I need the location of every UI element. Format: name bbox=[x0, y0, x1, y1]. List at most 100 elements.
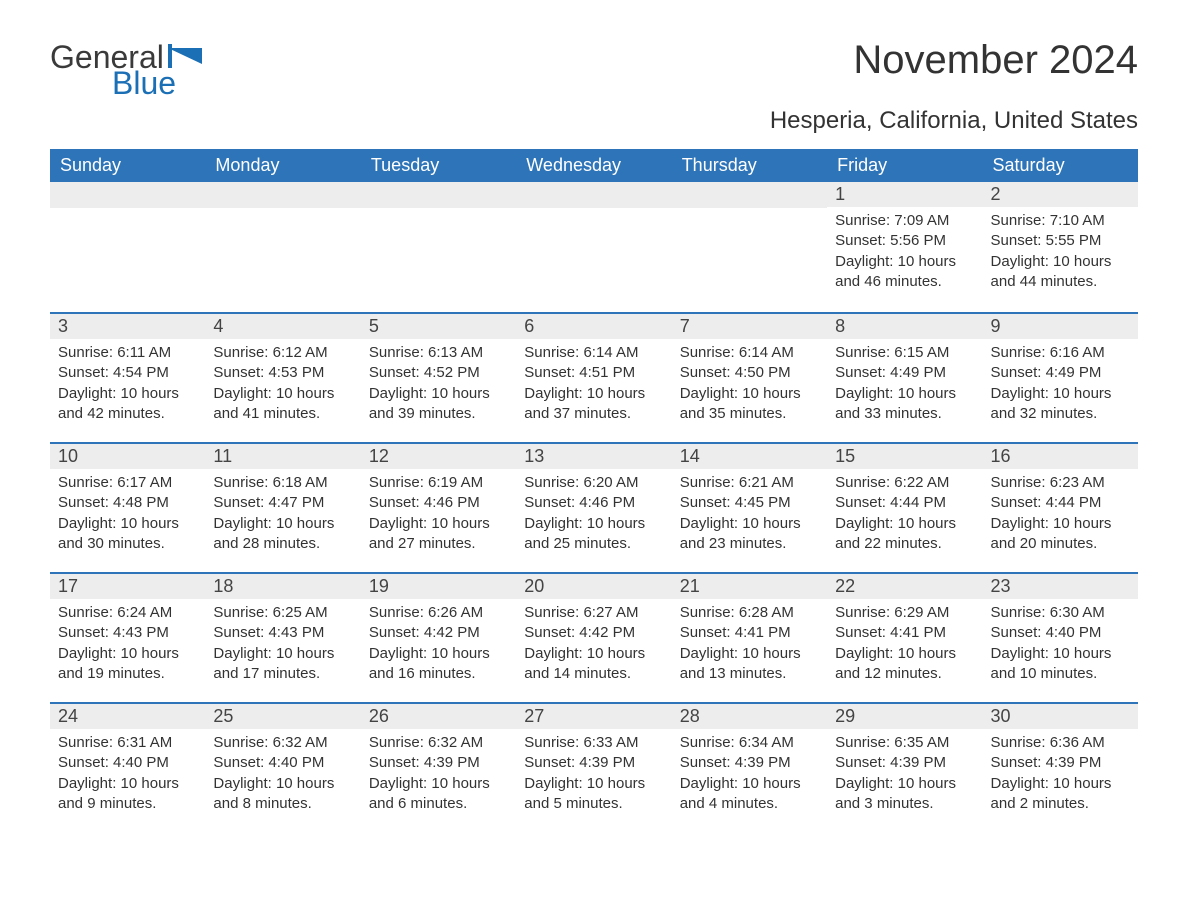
day-number-bar: 10 bbox=[50, 442, 205, 469]
calendar-cell: 28Sunrise: 6:34 AMSunset: 4:39 PMDayligh… bbox=[672, 702, 827, 832]
sunset-text: Sunset: 4:42 PM bbox=[369, 623, 508, 643]
day-number-bar: 2 bbox=[983, 182, 1138, 207]
calendar-week-row: 10Sunrise: 6:17 AMSunset: 4:48 PMDayligh… bbox=[50, 442, 1138, 572]
day-details: Sunrise: 6:35 AMSunset: 4:39 PMDaylight:… bbox=[827, 729, 982, 824]
calendar-cell: 9Sunrise: 6:16 AMSunset: 4:49 PMDaylight… bbox=[983, 312, 1138, 442]
daylight-text: Daylight: 10 hours and 2 minutes. bbox=[991, 774, 1130, 815]
day-details: Sunrise: 6:26 AMSunset: 4:42 PMDaylight:… bbox=[361, 599, 516, 694]
logo-flag-icon bbox=[168, 40, 204, 68]
calendar-cell: 22Sunrise: 6:29 AMSunset: 4:41 PMDayligh… bbox=[827, 572, 982, 702]
day-number-bar: 6 bbox=[516, 312, 671, 339]
day-number-bar: 17 bbox=[50, 572, 205, 599]
day-details: Sunrise: 6:18 AMSunset: 4:47 PMDaylight:… bbox=[205, 469, 360, 564]
sunrise-text: Sunrise: 6:23 AM bbox=[991, 473, 1130, 493]
sunset-text: Sunset: 4:44 PM bbox=[991, 493, 1130, 513]
sunset-text: Sunset: 4:39 PM bbox=[991, 753, 1130, 773]
sunset-text: Sunset: 4:41 PM bbox=[835, 623, 974, 643]
daylight-text: Daylight: 10 hours and 20 minutes. bbox=[991, 514, 1130, 555]
day-details: Sunrise: 7:09 AMSunset: 5:56 PMDaylight:… bbox=[827, 207, 982, 302]
sunset-text: Sunset: 4:39 PM bbox=[835, 753, 974, 773]
calendar-cell: 16Sunrise: 6:23 AMSunset: 4:44 PMDayligh… bbox=[983, 442, 1138, 572]
day-details: Sunrise: 6:15 AMSunset: 4:49 PMDaylight:… bbox=[827, 339, 982, 434]
daylight-text: Daylight: 10 hours and 17 minutes. bbox=[213, 644, 352, 685]
day-details: Sunrise: 6:14 AMSunset: 4:50 PMDaylight:… bbox=[672, 339, 827, 434]
daylight-text: Daylight: 10 hours and 12 minutes. bbox=[835, 644, 974, 685]
day-details: Sunrise: 6:12 AMSunset: 4:53 PMDaylight:… bbox=[205, 339, 360, 434]
sunrise-text: Sunrise: 6:19 AM bbox=[369, 473, 508, 493]
sunrise-text: Sunrise: 6:35 AM bbox=[835, 733, 974, 753]
daylight-text: Daylight: 10 hours and 8 minutes. bbox=[213, 774, 352, 815]
sunrise-text: Sunrise: 6:20 AM bbox=[524, 473, 663, 493]
sunrise-text: Sunrise: 6:31 AM bbox=[58, 733, 197, 753]
sunrise-text: Sunrise: 6:13 AM bbox=[369, 343, 508, 363]
daylight-text: Daylight: 10 hours and 37 minutes. bbox=[524, 384, 663, 425]
calendar-cell: 4Sunrise: 6:12 AMSunset: 4:53 PMDaylight… bbox=[205, 312, 360, 442]
calendar-table: SundayMondayTuesdayWednesdayThursdayFrid… bbox=[50, 149, 1138, 832]
calendar-cell: 26Sunrise: 6:32 AMSunset: 4:39 PMDayligh… bbox=[361, 702, 516, 832]
sunset-text: Sunset: 4:45 PM bbox=[680, 493, 819, 513]
day-number-bar: 7 bbox=[672, 312, 827, 339]
weekday-header: Wednesday bbox=[516, 149, 671, 182]
daylight-text: Daylight: 10 hours and 35 minutes. bbox=[680, 384, 819, 425]
daylight-text: Daylight: 10 hours and 5 minutes. bbox=[524, 774, 663, 815]
day-number-bar bbox=[205, 182, 360, 208]
sunrise-text: Sunrise: 6:14 AM bbox=[524, 343, 663, 363]
day-details: Sunrise: 6:34 AMSunset: 4:39 PMDaylight:… bbox=[672, 729, 827, 824]
daylight-text: Daylight: 10 hours and 28 minutes. bbox=[213, 514, 352, 555]
calendar-cell: 23Sunrise: 6:30 AMSunset: 4:40 PMDayligh… bbox=[983, 572, 1138, 702]
daylight-text: Daylight: 10 hours and 41 minutes. bbox=[213, 384, 352, 425]
day-number-bar: 3 bbox=[50, 312, 205, 339]
daylight-text: Daylight: 10 hours and 13 minutes. bbox=[680, 644, 819, 685]
day-details: Sunrise: 6:33 AMSunset: 4:39 PMDaylight:… bbox=[516, 729, 671, 824]
sunrise-text: Sunrise: 6:11 AM bbox=[58, 343, 197, 363]
day-number-bar: 12 bbox=[361, 442, 516, 469]
calendar-cell: 27Sunrise: 6:33 AMSunset: 4:39 PMDayligh… bbox=[516, 702, 671, 832]
calendar-cell: 2Sunrise: 7:10 AMSunset: 5:55 PMDaylight… bbox=[983, 182, 1138, 312]
sunset-text: Sunset: 4:43 PM bbox=[58, 623, 197, 643]
daylight-text: Daylight: 10 hours and 27 minutes. bbox=[369, 514, 508, 555]
day-number-bar: 9 bbox=[983, 312, 1138, 339]
calendar-cell: 29Sunrise: 6:35 AMSunset: 4:39 PMDayligh… bbox=[827, 702, 982, 832]
calendar-cell: 21Sunrise: 6:28 AMSunset: 4:41 PMDayligh… bbox=[672, 572, 827, 702]
day-number-bar: 15 bbox=[827, 442, 982, 469]
day-details: Sunrise: 6:21 AMSunset: 4:45 PMDaylight:… bbox=[672, 469, 827, 564]
day-number-bar: 19 bbox=[361, 572, 516, 599]
sunset-text: Sunset: 4:48 PM bbox=[58, 493, 197, 513]
sunset-text: Sunset: 4:39 PM bbox=[524, 753, 663, 773]
calendar-cell: 20Sunrise: 6:27 AMSunset: 4:42 PMDayligh… bbox=[516, 572, 671, 702]
sunset-text: Sunset: 5:56 PM bbox=[835, 231, 974, 251]
calendar-week-row: 1Sunrise: 7:09 AMSunset: 5:56 PMDaylight… bbox=[50, 182, 1138, 312]
day-number-bar: 28 bbox=[672, 702, 827, 729]
day-number-bar: 1 bbox=[827, 182, 982, 207]
calendar-cell: 3Sunrise: 6:11 AMSunset: 4:54 PMDaylight… bbox=[50, 312, 205, 442]
sunset-text: Sunset: 4:46 PM bbox=[369, 493, 508, 513]
sunrise-text: Sunrise: 6:34 AM bbox=[680, 733, 819, 753]
day-number-bar bbox=[516, 182, 671, 208]
day-number-bar: 26 bbox=[361, 702, 516, 729]
weekday-header: Tuesday bbox=[361, 149, 516, 182]
calendar-week-row: 17Sunrise: 6:24 AMSunset: 4:43 PMDayligh… bbox=[50, 572, 1138, 702]
location-text: Hesperia, California, United States bbox=[50, 107, 1138, 135]
sunset-text: Sunset: 4:43 PM bbox=[213, 623, 352, 643]
sunrise-text: Sunrise: 6:26 AM bbox=[369, 603, 508, 623]
calendar-cell: 14Sunrise: 6:21 AMSunset: 4:45 PMDayligh… bbox=[672, 442, 827, 572]
sunset-text: Sunset: 4:53 PM bbox=[213, 363, 352, 383]
daylight-text: Daylight: 10 hours and 9 minutes. bbox=[58, 774, 197, 815]
daylight-text: Daylight: 10 hours and 16 minutes. bbox=[369, 644, 508, 685]
day-details: Sunrise: 6:19 AMSunset: 4:46 PMDaylight:… bbox=[361, 469, 516, 564]
sunset-text: Sunset: 4:40 PM bbox=[213, 753, 352, 773]
sunset-text: Sunset: 4:41 PM bbox=[680, 623, 819, 643]
sunset-text: Sunset: 4:46 PM bbox=[524, 493, 663, 513]
sunrise-text: Sunrise: 6:21 AM bbox=[680, 473, 819, 493]
sunrise-text: Sunrise: 7:09 AM bbox=[835, 211, 974, 231]
sunrise-text: Sunrise: 6:12 AM bbox=[213, 343, 352, 363]
weekday-header: Thursday bbox=[672, 149, 827, 182]
daylight-text: Daylight: 10 hours and 14 minutes. bbox=[524, 644, 663, 685]
calendar-cell: 7Sunrise: 6:14 AMSunset: 4:50 PMDaylight… bbox=[672, 312, 827, 442]
calendar-cell bbox=[672, 182, 827, 312]
sunset-text: Sunset: 4:47 PM bbox=[213, 493, 352, 513]
day-details: Sunrise: 6:20 AMSunset: 4:46 PMDaylight:… bbox=[516, 469, 671, 564]
day-number-bar: 18 bbox=[205, 572, 360, 599]
sunrise-text: Sunrise: 6:29 AM bbox=[835, 603, 974, 623]
sunset-text: Sunset: 5:55 PM bbox=[991, 231, 1130, 251]
